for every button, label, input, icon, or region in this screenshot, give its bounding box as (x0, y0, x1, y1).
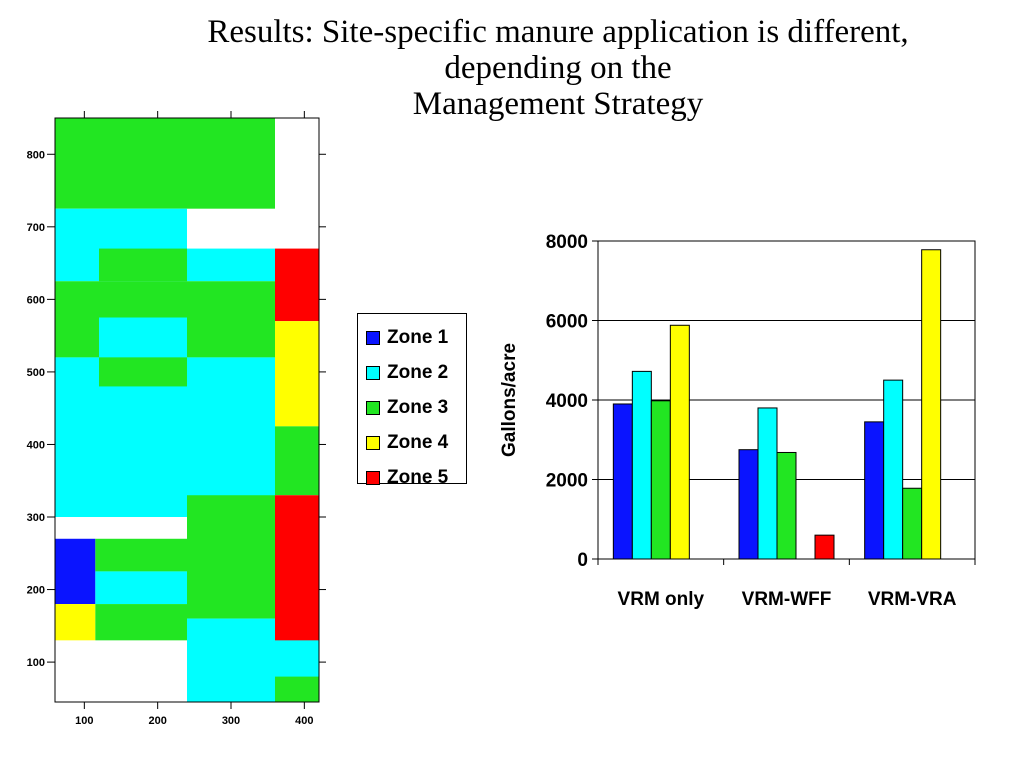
map-cell-zone3 (99, 357, 187, 387)
map-cell-zone5 (275, 248, 319, 322)
y-tick-label: 2000 (546, 471, 588, 492)
map-cell-zone2 (99, 317, 187, 358)
map-cell-zone3 (99, 248, 187, 282)
map-cell-zone1 (55, 538, 96, 605)
legend-swatch (366, 435, 380, 450)
x-category-label: VRM-WFF (742, 589, 832, 610)
map-x-tick-label: 300 (222, 715, 240, 727)
legend-item-zone-5: Zone 5 (358, 460, 466, 495)
map-y-tick-label: 200 (27, 585, 45, 597)
bar-zone-2 (631, 370, 652, 560)
map-x-tick-label: 200 (148, 715, 166, 727)
map-cell-zone2 (95, 571, 187, 605)
map-cell-zone5 (275, 495, 319, 641)
map-y-tick-label: 400 (27, 439, 45, 451)
map-cell-zone4 (55, 604, 96, 641)
y-tick-label: 8000 (546, 232, 588, 253)
legend-item-zone-1: Zone 1 (358, 320, 466, 355)
legend-label: Zone 1 (387, 326, 449, 348)
bar-zone-1 (864, 421, 885, 560)
map-x-tick-label: 100 (75, 715, 93, 727)
legend-swatch (366, 470, 380, 485)
legend: Zone 1 Zone 2 Zone 3 Zone 4 Zone 5 (357, 313, 467, 488)
map-y-tick-label: 600 (27, 294, 45, 306)
legend-label: Zone 5 (387, 466, 449, 488)
map-y-tick-label: 800 (27, 149, 45, 161)
title-line-3: Management Strategy (412, 86, 704, 122)
x-category-label: VRM only (618, 589, 705, 610)
legend-swatch (366, 330, 380, 345)
bar-zone-2 (883, 379, 904, 560)
bar-zone-2 (757, 407, 778, 560)
legend-item-zone-3: Zone 3 (358, 390, 466, 425)
map-cell-zone4 (275, 321, 319, 427)
map-cell-zone2 (187, 248, 275, 282)
bar-zone-3 (650, 400, 671, 560)
bar-zone-1 (612, 403, 633, 560)
map-y-tick-label: 500 (27, 367, 45, 379)
bar-zone-4 (921, 249, 942, 560)
title-line-2: depending on the (444, 50, 672, 86)
map-frame (54, 117, 320, 703)
map-x-tick-label: 400 (295, 715, 313, 727)
legend-item-zone-4: Zone 4 (358, 425, 466, 460)
legend-label: Zone 2 (387, 361, 449, 383)
y-tick-label: 6000 (546, 312, 588, 333)
slide-title: Results: Site-specific manure applicatio… (118, 14, 998, 122)
y-tick-label: 4000 (546, 391, 588, 412)
bar-zone-5 (814, 534, 835, 560)
map-cell-zone3 (95, 538, 187, 572)
x-category-label: VRM-VRA (868, 589, 957, 610)
bar-zone-3 (902, 487, 923, 560)
y-axis-label: Gallons/acre (499, 343, 520, 457)
map-y-tick-label: 700 (27, 222, 45, 234)
legend-label: Zone 3 (387, 396, 449, 418)
plot-frame (597, 240, 976, 560)
map-cell-zone3 (275, 676, 319, 702)
map-y-tick-label: 100 (27, 657, 45, 669)
bar-zone-3 (776, 451, 797, 560)
legend-swatch (366, 365, 380, 380)
legend-swatch (366, 400, 380, 415)
bar-zone-1 (738, 449, 759, 560)
map-cell-zone3 (95, 604, 187, 641)
map-cell-zone3 (55, 118, 275, 209)
map-y-tick-label: 300 (27, 512, 45, 524)
legend-item-zone-2: Zone 2 (358, 355, 466, 390)
bar-zone-4 (669, 324, 690, 560)
legend-label: Zone 4 (387, 431, 449, 453)
map-cell-zone3 (275, 426, 319, 496)
y-tick-label: 0 (577, 550, 588, 571)
map-cell-zone3 (187, 495, 275, 619)
title-line-1: Results: Site-specific manure applicatio… (207, 14, 909, 50)
